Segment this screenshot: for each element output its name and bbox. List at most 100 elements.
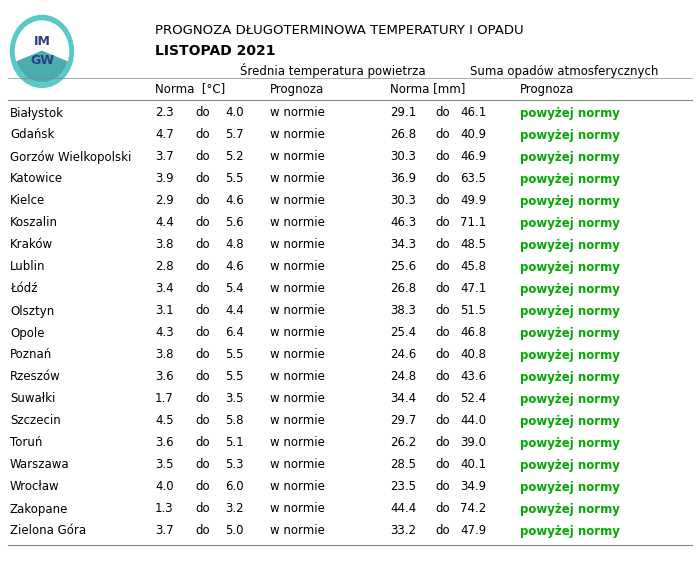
Text: 3.2: 3.2 xyxy=(225,502,244,516)
Text: w normie: w normie xyxy=(270,128,325,142)
Text: w normie: w normie xyxy=(270,151,325,163)
Text: do: do xyxy=(195,459,209,472)
Text: w normie: w normie xyxy=(270,195,325,207)
Text: 25.4: 25.4 xyxy=(390,327,416,340)
Text: do: do xyxy=(195,260,209,274)
Text: do: do xyxy=(195,348,209,361)
Text: 26.8: 26.8 xyxy=(390,128,416,142)
Text: 4.8: 4.8 xyxy=(225,239,244,251)
Text: 3.6: 3.6 xyxy=(155,371,174,384)
Text: 24.6: 24.6 xyxy=(390,348,416,361)
Text: w normie: w normie xyxy=(270,502,325,516)
Text: 48.5: 48.5 xyxy=(460,239,486,251)
Text: 30.3: 30.3 xyxy=(390,195,416,207)
Text: w normie: w normie xyxy=(270,216,325,230)
Text: 5.1: 5.1 xyxy=(225,436,244,449)
Text: 3.5: 3.5 xyxy=(155,459,174,472)
Text: powyżej normy: powyżej normy xyxy=(520,392,620,405)
Text: 26.8: 26.8 xyxy=(390,283,416,296)
Text: do: do xyxy=(195,128,209,142)
Text: w normie: w normie xyxy=(270,436,325,449)
Text: 40.8: 40.8 xyxy=(460,348,486,361)
Text: 1.7: 1.7 xyxy=(155,392,174,405)
Text: 5.5: 5.5 xyxy=(225,348,244,361)
Text: do: do xyxy=(435,371,449,384)
Text: do: do xyxy=(195,525,209,537)
Circle shape xyxy=(15,21,69,82)
Text: IM: IM xyxy=(34,35,50,49)
Text: Zakopane: Zakopane xyxy=(10,502,69,516)
Text: w normie: w normie xyxy=(270,283,325,296)
Text: w normie: w normie xyxy=(270,172,325,186)
Text: Białystok: Białystok xyxy=(10,107,64,119)
Text: w normie: w normie xyxy=(270,107,325,119)
Text: 23.5: 23.5 xyxy=(390,481,416,493)
Text: 28.5: 28.5 xyxy=(390,459,416,472)
Text: 71.1: 71.1 xyxy=(460,216,486,230)
Text: do: do xyxy=(435,459,449,472)
Text: do: do xyxy=(195,327,209,340)
Text: do: do xyxy=(435,151,449,163)
Text: 44.4: 44.4 xyxy=(390,502,416,516)
Text: 5.8: 5.8 xyxy=(225,415,244,428)
Text: Koszalin: Koszalin xyxy=(10,216,58,230)
Text: Opole: Opole xyxy=(10,327,45,340)
Text: powyżej normy: powyżej normy xyxy=(520,415,620,428)
Text: Kraków: Kraków xyxy=(10,239,53,251)
Text: 51.5: 51.5 xyxy=(460,304,486,317)
Text: 3.6: 3.6 xyxy=(155,436,174,449)
Text: 4.0: 4.0 xyxy=(155,481,174,493)
Text: do: do xyxy=(435,283,449,296)
Text: 40.9: 40.9 xyxy=(460,128,486,142)
Text: do: do xyxy=(435,216,449,230)
Text: Olsztyn: Olsztyn xyxy=(10,304,55,317)
Text: w normie: w normie xyxy=(270,239,325,251)
Text: Rzeszów: Rzeszów xyxy=(10,371,61,384)
Text: GW: GW xyxy=(30,54,54,67)
Text: do: do xyxy=(435,128,449,142)
Text: w normie: w normie xyxy=(270,371,325,384)
Text: do: do xyxy=(195,436,209,449)
Text: powyżej normy: powyżej normy xyxy=(520,283,620,296)
Text: 5.5: 5.5 xyxy=(225,172,244,186)
Text: powyżej normy: powyżej normy xyxy=(520,525,620,537)
Text: Suwałki: Suwałki xyxy=(10,392,55,405)
Text: 46.1: 46.1 xyxy=(460,107,486,119)
Text: 25.6: 25.6 xyxy=(390,260,416,274)
Text: 34.4: 34.4 xyxy=(390,392,416,405)
Text: 30.3: 30.3 xyxy=(390,151,416,163)
Text: do: do xyxy=(435,239,449,251)
Text: 63.5: 63.5 xyxy=(460,172,486,186)
Text: 5.4: 5.4 xyxy=(225,283,244,296)
Text: do: do xyxy=(195,239,209,251)
Text: 3.9: 3.9 xyxy=(155,172,174,186)
Text: 5.2: 5.2 xyxy=(225,151,244,163)
Text: do: do xyxy=(435,525,449,537)
Text: 3.1: 3.1 xyxy=(155,304,174,317)
Text: do: do xyxy=(435,172,449,186)
Text: 4.7: 4.7 xyxy=(155,128,174,142)
Text: do: do xyxy=(195,481,209,493)
Text: Poznań: Poznań xyxy=(10,348,52,361)
Text: 74.2: 74.2 xyxy=(460,502,486,516)
Text: Prognoza: Prognoza xyxy=(520,82,574,95)
Text: 2.8: 2.8 xyxy=(155,260,174,274)
Text: powyżej normy: powyżej normy xyxy=(520,216,620,230)
Text: do: do xyxy=(195,371,209,384)
Text: 43.6: 43.6 xyxy=(460,371,486,384)
Text: 47.9: 47.9 xyxy=(460,525,486,537)
Text: Zielona Góra: Zielona Góra xyxy=(10,525,86,537)
Text: Norma [mm]: Norma [mm] xyxy=(390,82,466,95)
Text: Katowice: Katowice xyxy=(10,172,63,186)
Text: 46.3: 46.3 xyxy=(390,216,416,230)
Text: 44.0: 44.0 xyxy=(460,415,486,428)
Text: 4.4: 4.4 xyxy=(225,304,244,317)
Text: 4.0: 4.0 xyxy=(225,107,244,119)
Text: powyżej normy: powyżej normy xyxy=(520,260,620,274)
Text: 36.9: 36.9 xyxy=(390,172,416,186)
Text: do: do xyxy=(195,151,209,163)
Text: w normie: w normie xyxy=(270,304,325,317)
Text: 46.8: 46.8 xyxy=(460,327,486,340)
Text: powyżej normy: powyżej normy xyxy=(520,128,620,142)
Text: Suma opadów atmosferycznych: Suma opadów atmosferycznych xyxy=(470,65,659,78)
